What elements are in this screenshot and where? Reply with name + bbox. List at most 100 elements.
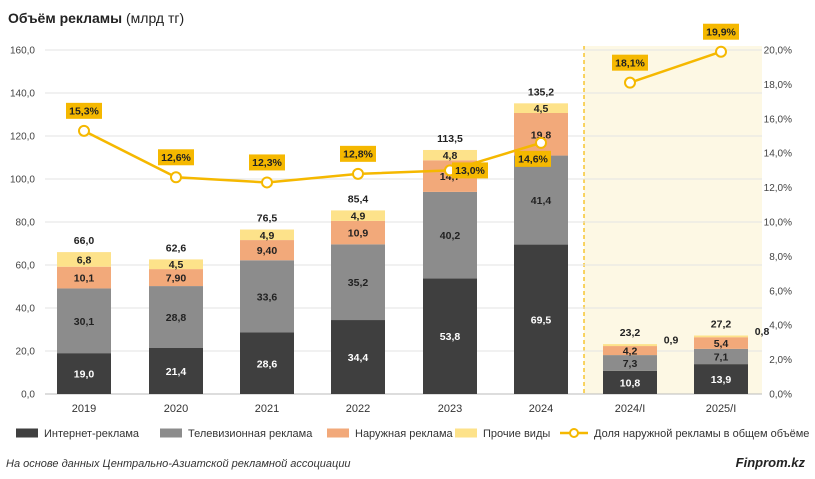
y-right-tick-label: 6,0% [769,286,792,297]
y-left-tick-label: 80,0 [16,218,36,229]
data-label-outdoor: 7,90 [166,273,187,285]
bar-tv [240,260,294,333]
share-label-box [66,102,102,119]
y-right-tick-label: 12,0% [764,183,792,194]
share-label: 13,0% [455,165,485,177]
share-point [535,136,547,149]
legend-label-other: Прочие виды [483,428,550,440]
share-label: 12,3% [252,157,282,169]
share-point [624,76,636,89]
y-right-tick-label: 2,0% [769,355,792,366]
y-left-tick-label: 60,0 [16,261,36,272]
y-left-tick-label: 120,0 [10,132,35,143]
bar-other [149,259,203,270]
bar-internet [149,347,203,394]
data-label-outdoor: 5,4 [714,338,729,350]
data-label-tv: 7,3 [623,358,638,370]
share-label: 19,9% [706,27,736,39]
x-tick-label: 2020 [164,403,188,415]
data-label-other: 4,9 [260,230,275,242]
share-label-box [515,150,551,167]
legend-label-outdoor: Наружная реклама [355,428,454,440]
share-label: 12,6% [161,152,191,164]
data-label-tv: 35,2 [348,277,369,289]
y-left-tick-label: 140,0 [10,89,35,100]
brand-label: Finprom.kz [735,455,805,470]
bar-tv [57,288,111,354]
data-label-internet: 10,8 [620,377,641,389]
x-tick-label: 2019 [72,403,96,415]
y-right-tick-label: 4,0% [769,321,792,332]
y-left-tick-label: 40,0 [16,304,36,315]
legend-label-internet: Интернет-реклама [44,428,140,440]
data-label-tv: 41,4 [531,195,552,207]
bar-other [57,252,111,267]
data-label-other: 4,9 [351,211,366,223]
bar-internet [57,353,111,394]
data-label-other: 4,5 [534,103,549,115]
data-label-outdoor: 10,1 [74,273,95,285]
bar-outdoor [331,220,385,245]
x-tick-label: 2022 [346,403,370,415]
share-point [170,171,182,184]
data-label-tv: 40,2 [440,230,461,242]
bar-outdoor [240,240,294,261]
share-label: 15,3% [69,106,99,118]
y-right-tick-label: 8,0% [769,252,792,263]
bar-tv [331,244,385,321]
bar-tv [423,191,477,279]
bar-internet [603,370,657,394]
data-label-internet: 34,4 [348,352,369,364]
x-tick-label: 2025/I [706,403,737,415]
share-label-box [340,145,376,162]
data-label-outdoor: 9,40 [257,245,278,257]
share-label-box [452,162,488,179]
bar-tv [603,355,657,371]
bar-total-label: 23,2 [620,327,641,339]
share-point [352,167,364,180]
y-right-tick-label: 0,0% [769,390,792,401]
x-tick-label: 2024/I [615,403,646,415]
legend-swatch-outdoor [327,428,349,438]
source-note: На основе данных Центрально-Азиатской ре… [6,458,351,470]
bar-total-label: 135,2 [528,86,554,98]
bar-total-label: 113,5 [437,133,463,145]
bar-other [331,210,385,221]
share-point [78,124,90,137]
y-right-tick-label: 10,0% [764,218,792,229]
bar-other [240,229,294,241]
data-label-internet: 53,8 [440,331,461,343]
bar-total-label: 62,6 [166,242,187,254]
bar-tv [694,348,748,365]
data-label-internet: 69,5 [531,314,552,326]
share-label-box [158,149,194,166]
share-point [715,45,727,58]
bar-internet [514,244,568,394]
y-right-tick-label: 14,0% [764,149,792,160]
y-left-tick-label: 0,0 [21,390,35,401]
bar-total-label: 66,0 [74,235,95,247]
bar-internet [331,320,385,394]
share-label: 12,8% [343,149,373,161]
data-label-other: 6,8 [77,254,92,266]
data-label-other: 4,8 [443,150,458,162]
y-right-tick-label: 20,0% [764,46,792,57]
share-label-box [703,23,739,40]
data-label-tv: 28,8 [166,312,187,324]
chart-title-main: Объём рекламы [8,10,123,26]
x-tick-label: 2023 [438,403,462,415]
x-tick-label: 2021 [255,403,279,415]
data-label-internet: 21,4 [166,366,187,378]
data-label-internet: 13,9 [711,374,732,386]
data-label-tv: 33,6 [257,291,278,303]
bar-outdoor [149,269,203,287]
bar-total-label: 85,4 [348,193,369,205]
legend-swatch-internet [16,428,38,438]
data-label-internet: 19,0 [74,369,95,381]
y-left-tick-label: 100,0 [10,175,35,186]
y-left-tick-label: 160,0 [10,46,35,57]
data-label-other: 0,8 [755,326,770,338]
data-label-internet: 28,6 [257,358,278,370]
data-label-other: 0,9 [664,335,679,347]
